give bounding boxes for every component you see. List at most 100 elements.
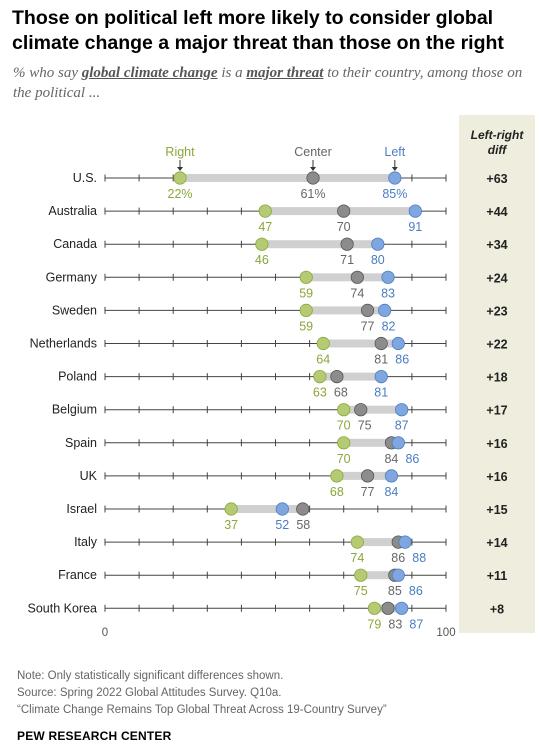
- dot-center: [337, 204, 351, 218]
- dot-center: [340, 237, 354, 251]
- value-label-right: 75: [354, 584, 368, 598]
- diff-value: +15: [486, 503, 507, 517]
- value-label-left: 81: [374, 386, 388, 400]
- country-label: UK: [80, 469, 98, 483]
- chart-subtitle: % who say global climate change is a maj…: [13, 63, 533, 103]
- value-label-left: 52: [275, 518, 289, 532]
- dot-left: [408, 204, 422, 218]
- dot-right: [354, 568, 368, 582]
- dot-left: [388, 171, 402, 185]
- chart-title: Those on political left more likely to c…: [12, 7, 504, 54]
- brand-logo-text: PEW RESEARCH CENTER: [17, 729, 172, 743]
- dot-left: [391, 336, 405, 351]
- subtitle-emph2: major threat: [246, 65, 324, 81]
- value-label-center: 81: [374, 353, 388, 367]
- dot-center: [306, 171, 320, 185]
- country-label: Israel: [66, 502, 97, 516]
- value-label-center: 86: [391, 551, 405, 565]
- country-label: Germany: [46, 270, 98, 284]
- dot-center: [381, 601, 395, 615]
- value-label-right: 79: [367, 617, 381, 631]
- dot-right: [337, 436, 351, 450]
- diff-value: +63: [486, 172, 507, 186]
- series-label-left: Left: [384, 145, 405, 159]
- value-label-center: 61%: [300, 187, 325, 201]
- series-pointer-arrow-right: [177, 167, 184, 171]
- value-label-center: 77: [361, 485, 375, 499]
- country-label: Canada: [53, 237, 97, 251]
- value-label-left: 82: [382, 319, 396, 333]
- diff-value: +14: [486, 536, 507, 550]
- dot-left: [378, 303, 392, 317]
- value-label-right: 37: [224, 518, 238, 532]
- value-label-left: 85%: [382, 187, 407, 201]
- value-label-right: 70: [337, 452, 351, 466]
- value-label-right: 63: [313, 386, 327, 400]
- range-bar: [357, 538, 406, 547]
- diff-value: +24: [486, 271, 507, 285]
- value-label-right: 46: [255, 253, 269, 267]
- dot-left: [275, 502, 289, 516]
- dot-left: [391, 436, 405, 450]
- range-bar: [306, 306, 385, 315]
- note-line: Note: Only statistically significant dif…: [17, 670, 284, 682]
- dot-right: [255, 237, 269, 251]
- range-bar: [360, 571, 399, 580]
- value-label-center: 75: [358, 419, 372, 433]
- diff-value: +8: [490, 602, 504, 616]
- notes: Note: Only statistically significant dif…: [17, 668, 387, 719]
- country-label: Netherlands: [30, 337, 97, 351]
- axis-max-label: 100: [436, 627, 455, 639]
- source-line: Source: Spring 2022 Global Attitudes Sur…: [17, 687, 282, 699]
- diff-value: +23: [486, 304, 507, 318]
- series-pointer-arrow-left: [391, 167, 398, 171]
- subtitle-part1: % who say: [13, 65, 82, 81]
- dot-center: [350, 270, 364, 284]
- value-label-left: 86: [405, 452, 419, 466]
- range-bar: [343, 405, 402, 414]
- value-label-left: 91: [408, 220, 422, 234]
- dot-right: [350, 535, 364, 549]
- value-label-left: 87: [395, 419, 409, 433]
- dot-right: [173, 171, 187, 185]
- subtitle-part2: is a: [217, 65, 247, 81]
- dot-plot: Left-right diff Right Center Left U.S. 22% 61% 8…: [28, 115, 535, 639]
- value-label-center: 74: [350, 286, 364, 300]
- diff-value: +16: [486, 470, 507, 484]
- country-label: Italy: [74, 535, 98, 549]
- value-label-center: 70: [337, 220, 351, 234]
- value-label-center: 71: [340, 253, 354, 267]
- range-bar: [306, 273, 389, 282]
- value-label-left: 83: [381, 286, 395, 300]
- dot-right: [330, 469, 344, 483]
- dot-right: [337, 403, 351, 417]
- range-bar: [323, 339, 399, 348]
- dot-center: [374, 336, 388, 351]
- value-label-left: 80: [371, 253, 385, 267]
- dot-right: [299, 270, 313, 284]
- range-bar: [231, 505, 303, 513]
- series-label-center: Center: [294, 145, 332, 159]
- dot-left: [384, 469, 399, 483]
- value-label-right: 70: [337, 419, 351, 433]
- value-label-center: 84: [384, 452, 398, 466]
- diff-value: +34: [486, 238, 507, 252]
- report-title-line: “Climate Change Remains Top Global Threa…: [17, 704, 387, 716]
- diff-value: +17: [486, 404, 507, 418]
- diff-value: +11: [487, 569, 508, 583]
- dot-right: [258, 204, 272, 218]
- dot-right: [299, 303, 313, 317]
- value-label-right: 64: [316, 353, 330, 367]
- value-label-right: 22%: [168, 187, 193, 201]
- range-bar: [343, 438, 399, 447]
- value-label-right: 68: [330, 485, 344, 499]
- value-label-left: 86: [395, 353, 409, 367]
- dot-right: [316, 336, 330, 351]
- axis-min-label: 0: [102, 627, 108, 639]
- value-label-right: 59: [299, 319, 313, 333]
- series-label-right: Right: [165, 145, 195, 159]
- value-label-left: 84: [384, 485, 398, 499]
- dot-center: [330, 369, 344, 384]
- dot-center: [296, 502, 310, 516]
- country-label: U.S.: [73, 171, 97, 185]
